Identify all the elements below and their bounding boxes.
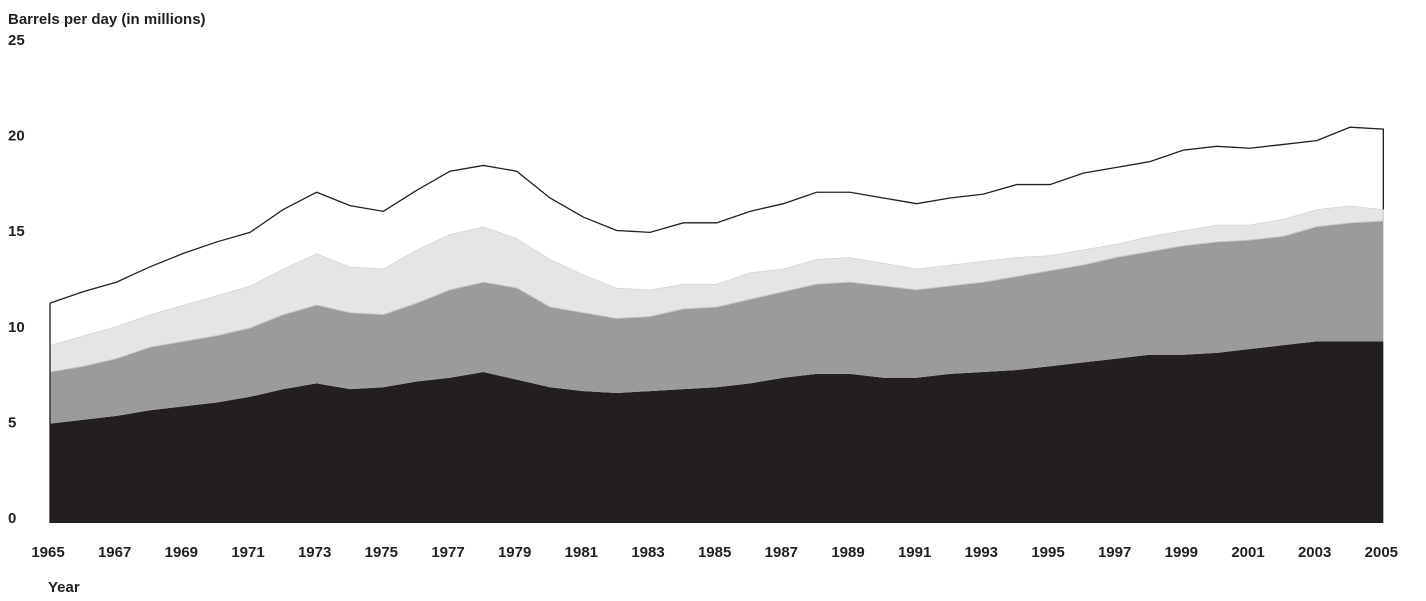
area [50,127,1384,346]
y-tick-label: 5 [8,414,16,431]
area [50,220,1384,424]
x-tick-label: 1977 [431,544,464,561]
x-tick-label: 1987 [765,544,798,561]
x-tick-label: 1981 [565,544,598,561]
x-tick-label: 1995 [1031,544,1064,561]
x-axis-label: Year [48,579,80,596]
x-tick-label: 1971 [231,544,264,561]
area [50,341,1384,523]
x-tick-label: 1973 [298,544,331,561]
y-tick-label: 25 [8,32,25,49]
total-outline [49,126,1384,304]
y-tick-label: 15 [8,223,25,240]
y-tick-label: 20 [8,128,25,145]
x-tick-label: 1975 [365,544,398,561]
x-tick-label: 1997 [1098,544,1131,561]
y-tick-label: 0 [8,510,16,527]
x-tick-label: 1985 [698,544,731,561]
x-tick-label: 1989 [831,544,864,561]
x-tick-label: 1965 [31,544,64,561]
x-tick-label: 1993 [965,544,998,561]
x-tick-label: 1969 [165,544,198,561]
y-tick-label: 10 [8,319,25,336]
x-tick-label: 1991 [898,544,931,561]
x-tick-label: 2005 [1365,544,1398,561]
y-axis-label: Barrels per day (in millions) [8,11,206,28]
x-tick-label: 1979 [498,544,531,561]
x-tick-label: 1999 [1165,544,1198,561]
x-tick-label: 1983 [631,544,664,561]
x-tick-label: 2001 [1231,544,1264,561]
x-tick-label: 1967 [98,544,131,561]
x-tick-label: 2003 [1298,544,1331,561]
